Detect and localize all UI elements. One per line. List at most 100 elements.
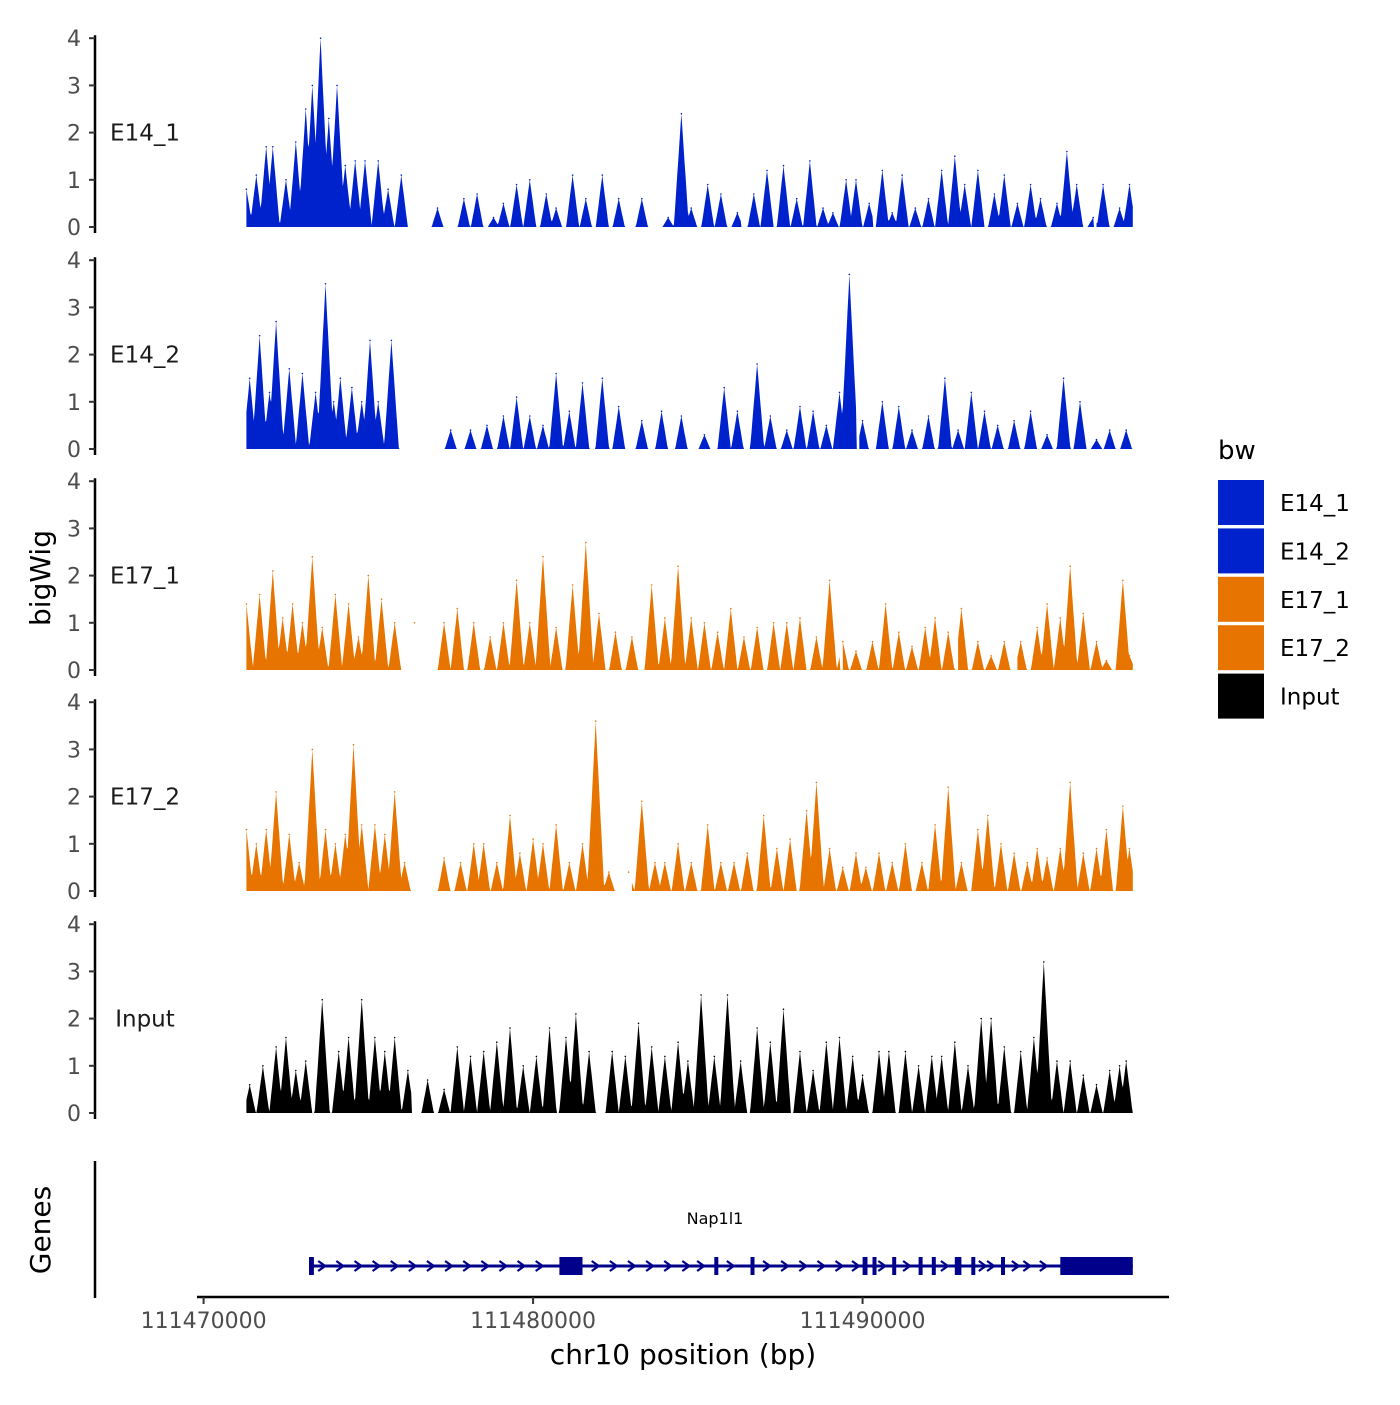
peak-point (772, 622, 775, 624)
peak-point (255, 174, 258, 176)
peak-point (631, 636, 633, 638)
y-tick-label: 2 (67, 344, 81, 369)
peak-point (766, 169, 768, 172)
peak-point (248, 1083, 251, 1086)
strand-arrow (978, 1260, 988, 1272)
peak-point (360, 998, 363, 1001)
peak-point (585, 197, 587, 200)
peak-point (321, 626, 324, 629)
strand-arrow (762, 1260, 772, 1272)
peak-point (364, 160, 366, 162)
peak-point (1095, 640, 1098, 643)
peak-point (344, 164, 347, 167)
peak-point (352, 743, 355, 746)
peak-point (690, 207, 692, 209)
peak-point (641, 800, 643, 803)
peak-point (469, 1055, 472, 1058)
peak-point (967, 1065, 969, 1067)
peak-point (786, 622, 788, 624)
strand-arrow (498, 1260, 509, 1272)
peak-point (815, 781, 818, 784)
peak-point (288, 833, 291, 836)
strand-arrow (426, 1260, 436, 1272)
peak-point (367, 574, 370, 577)
peak-point (832, 212, 834, 214)
peak-point (509, 1027, 511, 1029)
peak-point (888, 1050, 890, 1053)
gene-exon (750, 1257, 755, 1275)
legend-title: bw (1218, 436, 1256, 466)
peak-point (680, 112, 683, 115)
peak-point (469, 429, 472, 431)
peak-point (608, 871, 610, 873)
peak-point (426, 1079, 429, 1081)
peak-point (339, 377, 342, 380)
peak-point (730, 607, 732, 610)
peak-point (1082, 852, 1085, 854)
peak-point (1059, 847, 1062, 850)
peak-point (1046, 434, 1048, 436)
peak-point (1108, 429, 1111, 431)
peak-point (1095, 438, 1098, 441)
y-tick-label: 0 (67, 659, 81, 684)
peak-point (812, 1069, 814, 1072)
peak-point (482, 1050, 485, 1053)
peak-point (960, 607, 963, 610)
track-E14_2: 0 1 2 3 4 E14_2 (67, 249, 1133, 463)
peak-point (581, 382, 584, 384)
peak-point (848, 273, 851, 276)
peak-point (660, 410, 663, 413)
y-tick-label: 4 (67, 249, 81, 274)
peak-point (542, 843, 544, 845)
legend-swatch (1218, 673, 1264, 719)
peak-point (762, 814, 765, 817)
peak-point (703, 622, 706, 624)
peak-point (1062, 377, 1065, 380)
peak-point (347, 603, 350, 605)
peak-point (262, 1065, 264, 1067)
peak-point (868, 202, 870, 205)
peak-point (245, 188, 248, 190)
peak-point (641, 197, 643, 200)
peak-point (891, 212, 893, 214)
peak-point (384, 1050, 386, 1053)
peak-point (555, 824, 557, 826)
peak-point (1069, 1060, 1071, 1062)
peak-point (407, 1069, 409, 1072)
strand-arrow (780, 1260, 790, 1272)
gene-exon (1001, 1257, 1005, 1275)
peak-point (990, 655, 992, 657)
peak-point (1082, 1074, 1085, 1076)
peak-point (884, 603, 887, 605)
peak-point (855, 650, 857, 652)
peak-point (1125, 429, 1127, 431)
peak-point (311, 748, 314, 751)
peak-point (265, 828, 268, 831)
peak-point (324, 283, 327, 285)
peak-point (1043, 961, 1045, 963)
peak-point (1102, 183, 1104, 186)
peak-point (1095, 847, 1098, 850)
peak-point (799, 1050, 801, 1053)
peak-point (1069, 565, 1071, 567)
peak-point (255, 843, 258, 845)
peak-point (319, 37, 322, 39)
peak-point (588, 1050, 590, 1053)
strand-arrow (480, 1260, 491, 1272)
peak-point (940, 1055, 943, 1058)
strand-arrow (462, 1260, 473, 1272)
y-tick-label: 0 (67, 438, 81, 463)
peak-point (927, 197, 930, 200)
peak-point (532, 838, 534, 840)
peak-point (861, 419, 864, 422)
peak-point (400, 174, 403, 176)
peak-point (855, 179, 857, 181)
peak-point (377, 160, 380, 162)
peak-point (1036, 626, 1038, 629)
peak-point (285, 1036, 287, 1039)
peak-point (529, 622, 531, 624)
legend-label: E17_2 (1280, 636, 1350, 662)
y-tick-label: 1 (67, 391, 81, 416)
legend-label: E14_1 (1280, 491, 1350, 517)
peak-point (987, 814, 989, 817)
